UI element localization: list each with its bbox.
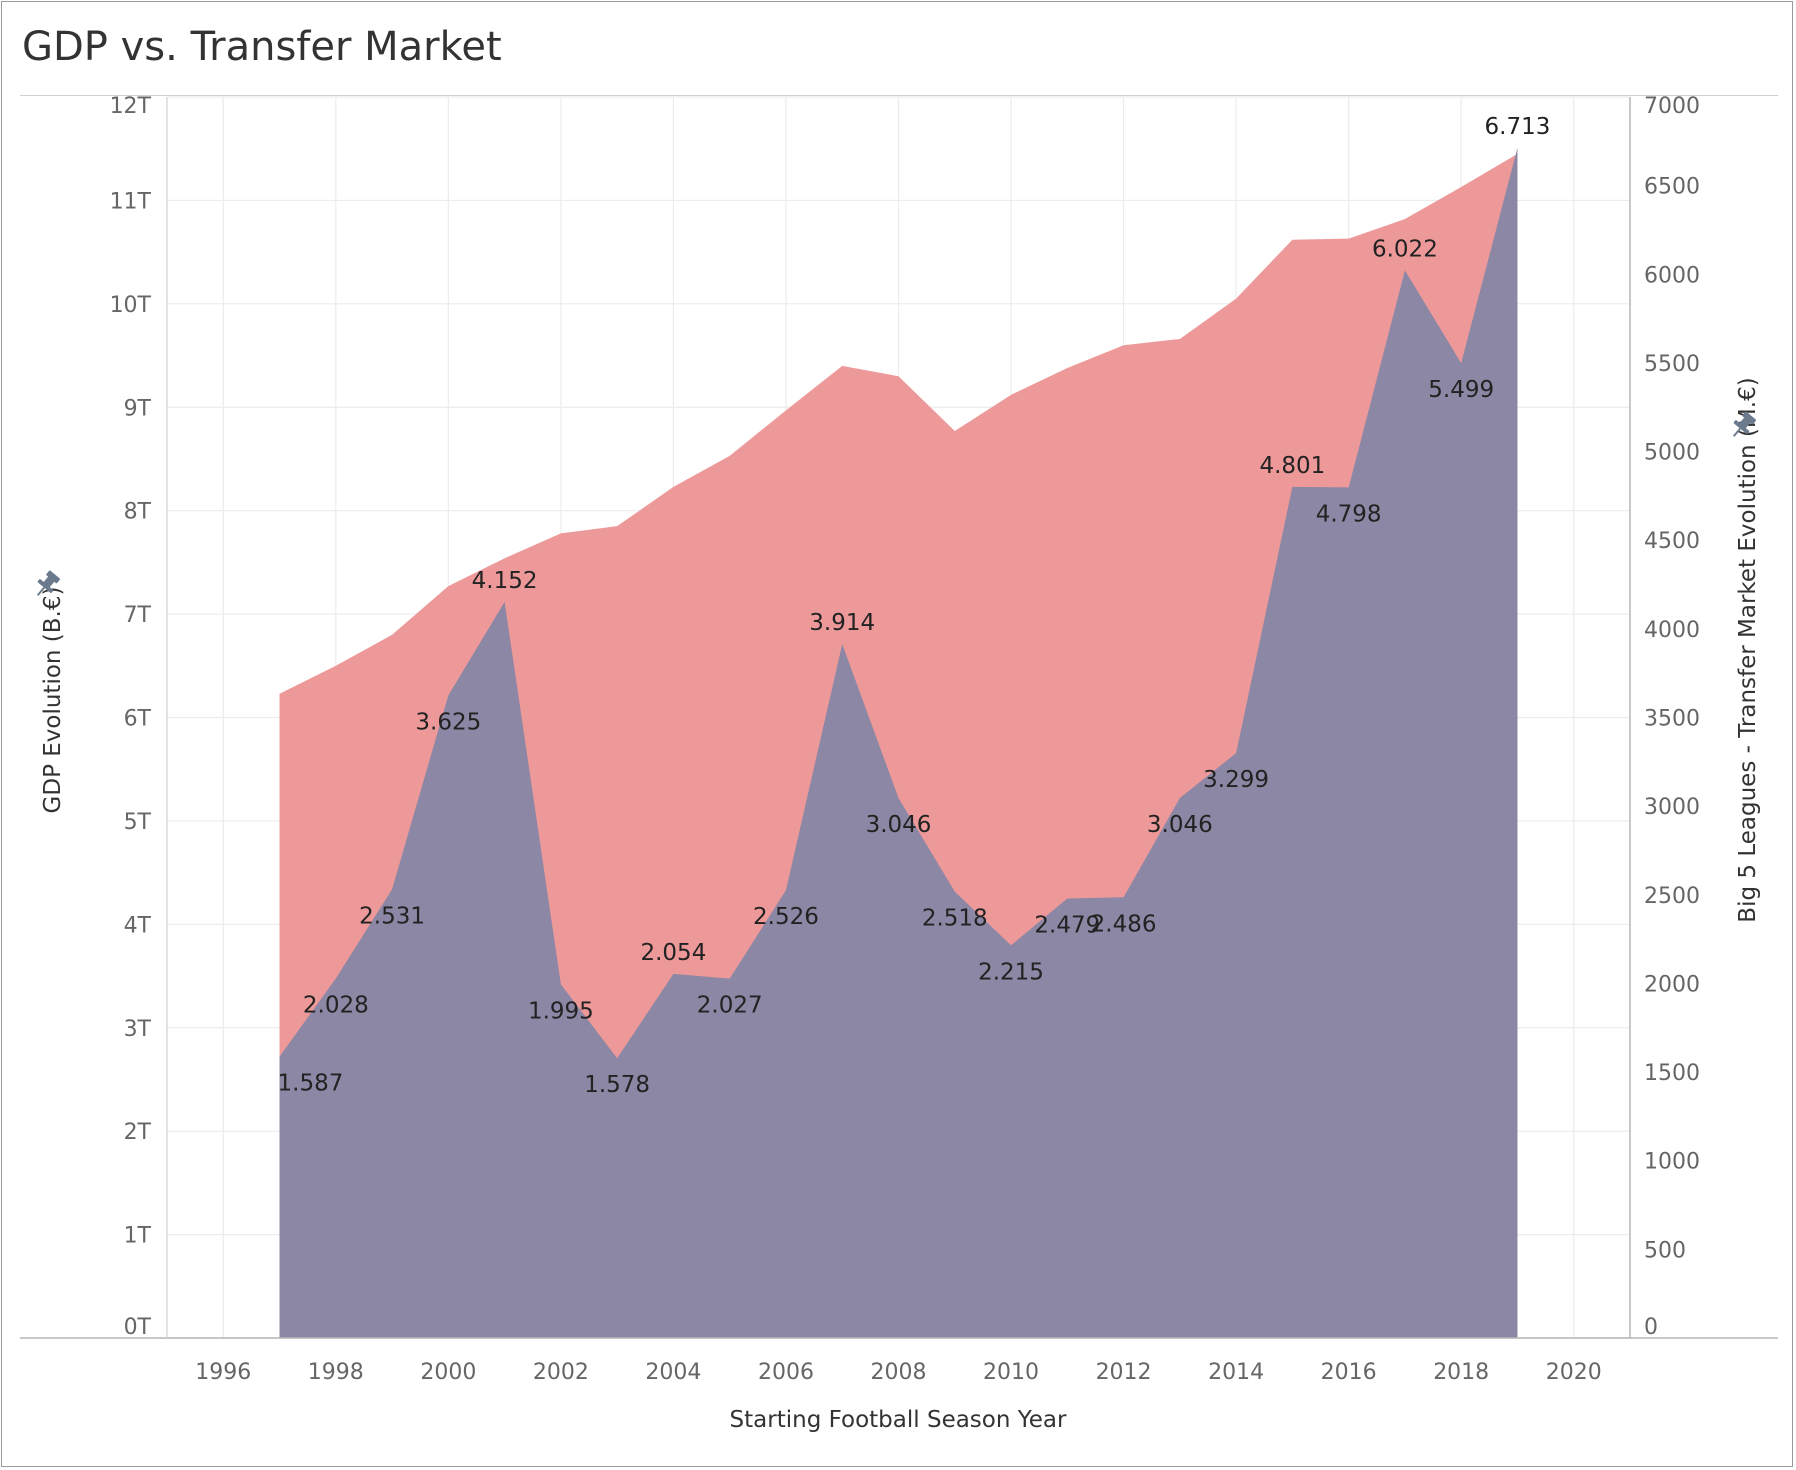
x-tick-label: 2020 xyxy=(1546,1360,1602,1385)
right-tick-label: 0 xyxy=(1644,1315,1658,1340)
left-tick-label: 10T xyxy=(110,293,152,318)
right-tick-label: 5000 xyxy=(1644,441,1700,466)
left-tick-label: 0T xyxy=(124,1315,152,1340)
data-label: 2.215 xyxy=(978,959,1044,985)
data-label: 2.479 xyxy=(1034,913,1100,939)
data-label: 1.995 xyxy=(528,998,594,1024)
x-tick-label: 1996 xyxy=(195,1360,251,1385)
x-tick-label: 2016 xyxy=(1321,1360,1377,1385)
data-label: 1.578 xyxy=(584,1072,650,1098)
data-label: 4.798 xyxy=(1316,501,1382,527)
left-tick-label: 12T xyxy=(110,94,152,119)
data-label: 2.027 xyxy=(697,993,763,1019)
axes xyxy=(20,97,1778,1339)
data-label: 3.046 xyxy=(866,812,932,838)
right-tick-label: 3000 xyxy=(1644,795,1700,820)
title-divider xyxy=(20,95,1778,96)
data-label: 2.526 xyxy=(753,904,819,930)
x-tick-label: 2010 xyxy=(983,1360,1039,1385)
left-axis-title-group: GDP Evolution (B.€) xyxy=(40,587,66,814)
left-axis-title: GDP Evolution (B.€) xyxy=(40,587,66,814)
right-tick-label: 6000 xyxy=(1644,263,1700,288)
x-tick-label: 1998 xyxy=(308,1360,364,1385)
left-tick-label: 2T xyxy=(124,1120,152,1145)
data-label: 2.486 xyxy=(1091,911,1157,937)
data-labels: 1.587 2.028 2.531 3.625 4.152 1.995 1.578 2.054… xyxy=(278,114,1551,1098)
right-tick-label: 5500 xyxy=(1644,352,1700,377)
left-tick-label: 4T xyxy=(124,913,152,938)
transfer-market-area xyxy=(279,147,1518,1339)
data-label: 2.028 xyxy=(303,992,369,1018)
chart-title: GDP vs. Transfer Market xyxy=(22,24,502,70)
left-tick-label: 3T xyxy=(124,1017,152,1042)
data-label: 6.713 xyxy=(1485,114,1551,140)
data-label: 3.299 xyxy=(1203,767,1269,793)
right-tick-label: 1500 xyxy=(1644,1061,1700,1086)
right-tick-label: 7000 xyxy=(1644,94,1700,119)
data-label: 2.054 xyxy=(640,940,706,966)
x-tick-label: 2006 xyxy=(758,1360,814,1385)
data-label: 2.518 xyxy=(922,906,988,932)
right-tick-label: 6500 xyxy=(1644,175,1700,200)
right-tick-label: 3500 xyxy=(1644,707,1700,732)
right-tick-label: 500 xyxy=(1644,1238,1686,1263)
data-label: 6.022 xyxy=(1372,236,1438,262)
right-tick-label: 4000 xyxy=(1644,618,1700,643)
x-tick-label: 2008 xyxy=(871,1360,927,1385)
x-tick-label: 2004 xyxy=(645,1360,701,1385)
chart-areas xyxy=(279,147,1518,1339)
pin-icon[interactable] xyxy=(31,569,62,601)
x-tick-label: 2000 xyxy=(420,1360,476,1385)
tick-labels: 1996 1998 2000 2002 2004 2006 2008 2010 2012 2014… xyxy=(110,94,1700,1385)
left-tick-label: 6T xyxy=(124,707,152,732)
right-tick-label: 2000 xyxy=(1644,972,1700,997)
left-tick-label: 1T xyxy=(124,1224,152,1249)
left-tick-label: 8T xyxy=(124,500,152,525)
left-tick-label: 11T xyxy=(110,189,152,214)
x-tick-label: 2018 xyxy=(1433,1360,1489,1385)
right-tick-label: 2500 xyxy=(1644,884,1700,909)
left-tick-label: 7T xyxy=(124,603,152,628)
data-label: 4.801 xyxy=(1259,453,1325,479)
data-label: 4.152 xyxy=(472,568,538,594)
x-tick-label: 2014 xyxy=(1208,1360,1264,1385)
right-tick-label: 1000 xyxy=(1644,1150,1700,1175)
pin-icon[interactable] xyxy=(1727,410,1758,442)
data-label: 3.046 xyxy=(1147,812,1213,838)
data-label: 5.499 xyxy=(1428,377,1494,403)
x-tick-label: 2012 xyxy=(1096,1360,1152,1385)
left-tick-label: 9T xyxy=(124,396,152,421)
data-label: 3.625 xyxy=(415,709,481,735)
x-tick-label: 2002 xyxy=(533,1360,589,1385)
data-label: 1.587 xyxy=(278,1071,344,1097)
data-label: 2.531 xyxy=(359,903,425,929)
right-tick-label: 4500 xyxy=(1644,529,1700,554)
x-axis-title: Starting Football Season Year xyxy=(730,1407,1067,1433)
right-axis-title: Big 5 Leagues - Transfer Market Evolutio… xyxy=(1735,377,1761,922)
data-label: 3.914 xyxy=(809,610,875,636)
right-axis-title-group: Big 5 Leagues - Transfer Market Evolutio… xyxy=(1735,377,1761,922)
left-tick-label: 5T xyxy=(124,810,152,835)
